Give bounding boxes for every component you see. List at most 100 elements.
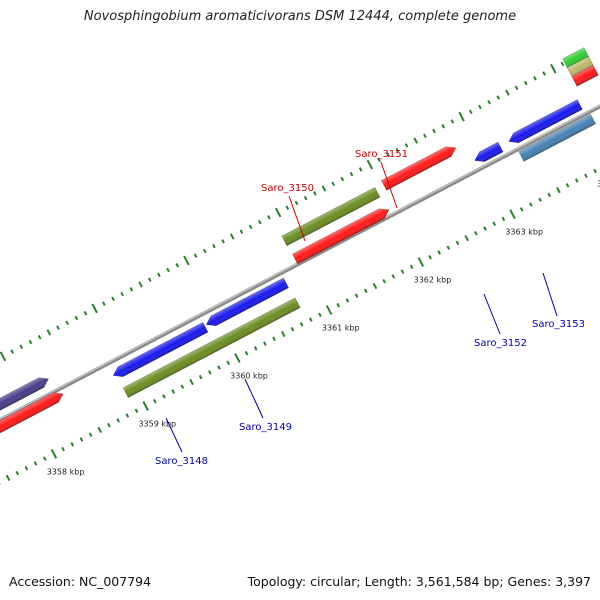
minor-tick (345, 298, 350, 303)
minor-tick (382, 279, 386, 284)
major-tick (183, 255, 190, 266)
minor-tick (505, 89, 510, 96)
gene-feature-red[interactable] (571, 64, 599, 87)
minor-tick (129, 287, 134, 292)
minor-tick (450, 119, 455, 124)
minor-tick (584, 173, 588, 178)
gene-label-leader (165, 417, 183, 453)
gene-label[interactable]: Saro_3149 (239, 422, 292, 433)
minor-tick (111, 296, 115, 302)
gene-feature-red[interactable] (381, 143, 458, 191)
gene-feature-blue[interactable] (472, 141, 504, 165)
minor-tick (83, 310, 88, 316)
major-tick (325, 305, 333, 315)
gene-feature-blue[interactable] (111, 322, 209, 380)
minor-tick (171, 389, 175, 394)
minor-tick (432, 128, 436, 134)
gene-feature-olive[interactable] (281, 186, 381, 247)
gene-feature-blue[interactable] (204, 277, 289, 329)
gene-feature-purple[interactable] (0, 374, 51, 427)
minor-tick (248, 224, 253, 230)
minor-tick (377, 157, 381, 163)
major-tick (0, 351, 7, 362)
minor-tick (349, 171, 354, 177)
kbp-label: 3358 kbp (47, 467, 85, 476)
minor-tick (239, 229, 244, 234)
minor-tick (208, 370, 212, 375)
gene-feature-red[interactable] (292, 205, 391, 265)
gene-feature-steelblue[interactable] (518, 113, 596, 162)
minor-tick (556, 187, 561, 194)
minor-tick (363, 288, 368, 294)
minor-tick (24, 466, 29, 471)
minor-tick (153, 398, 157, 404)
minor-tick (74, 315, 79, 321)
kbp-label: 3361 kbp (322, 324, 360, 333)
minor-tick (102, 301, 106, 306)
minor-tick (42, 456, 47, 461)
minor-tick (162, 394, 166, 399)
minor-tick (437, 250, 441, 255)
major-tick (509, 209, 516, 220)
genome-summary-text: Topology: circular; Length: 3,561,584 bp… (247, 574, 591, 589)
minor-tick (290, 326, 295, 332)
gene-label[interactable]: Saro_3148 (155, 456, 208, 467)
gene-labels: 3358 kbp 3359 kbp 3360 kbp 3361 kbp 3362 kbp… (47, 149, 600, 476)
minor-tick (474, 231, 478, 236)
minor-tick (189, 378, 194, 386)
minor-tick (533, 76, 537, 81)
minor-tick (166, 267, 170, 273)
kbp-label: 3364 kbp (597, 180, 600, 189)
gene-feature-red[interactable] (0, 389, 66, 445)
minor-tick (217, 365, 221, 370)
major-tick (142, 401, 149, 411)
gene-label-leader (380, 161, 398, 209)
gene-feature-blue[interactable] (506, 99, 583, 147)
minor-tick (492, 221, 497, 226)
minor-tick (318, 312, 322, 318)
minor-tick (134, 408, 139, 413)
minor-tick (455, 240, 460, 246)
kbp-label: 3359 kbp (138, 420, 176, 429)
lower-tick-row (0, 168, 597, 485)
minor-tick (501, 216, 506, 222)
minor-tick (574, 178, 579, 183)
minor-tick (221, 239, 225, 244)
kbp-label: 3360 kbp (230, 372, 268, 381)
gene-features (0, 47, 599, 445)
minor-tick (560, 61, 565, 67)
minor-tick (336, 302, 341, 308)
minor-tick (193, 253, 198, 258)
minor-tick (441, 123, 446, 129)
minor-tick (464, 234, 469, 242)
minor-tick (138, 281, 143, 288)
genome-track (0, 47, 600, 485)
minor-tick (28, 339, 33, 345)
gene-label[interactable]: Saro_3152 (474, 338, 527, 349)
minor-tick (79, 437, 84, 442)
gene-label[interactable]: Saro_3151 (355, 149, 408, 160)
minor-tick (120, 291, 125, 297)
minor-tick (198, 374, 203, 380)
minor-tick (409, 264, 414, 270)
minor-tick (487, 100, 491, 105)
tick-rows (0, 56, 597, 485)
gene-label[interactable]: Saro_3153 (532, 319, 585, 330)
minor-tick (446, 245, 451, 250)
minor-tick (386, 152, 391, 158)
minor-tick (542, 71, 546, 76)
minor-tick (157, 272, 161, 278)
minor-tick (257, 219, 262, 225)
major-tick (458, 111, 465, 122)
minor-tick (116, 418, 120, 423)
minor-tick (10, 349, 14, 354)
gene-label-leader (244, 378, 264, 419)
minor-tick (15, 470, 20, 476)
minor-tick (340, 176, 345, 182)
minor-tick (294, 200, 299, 206)
gene-feature-olive[interactable] (122, 297, 301, 398)
minor-tick (37, 334, 42, 340)
minor-tick (280, 330, 286, 338)
gene-label[interactable]: Saro_3150 (261, 183, 314, 194)
minor-tick (391, 274, 396, 279)
